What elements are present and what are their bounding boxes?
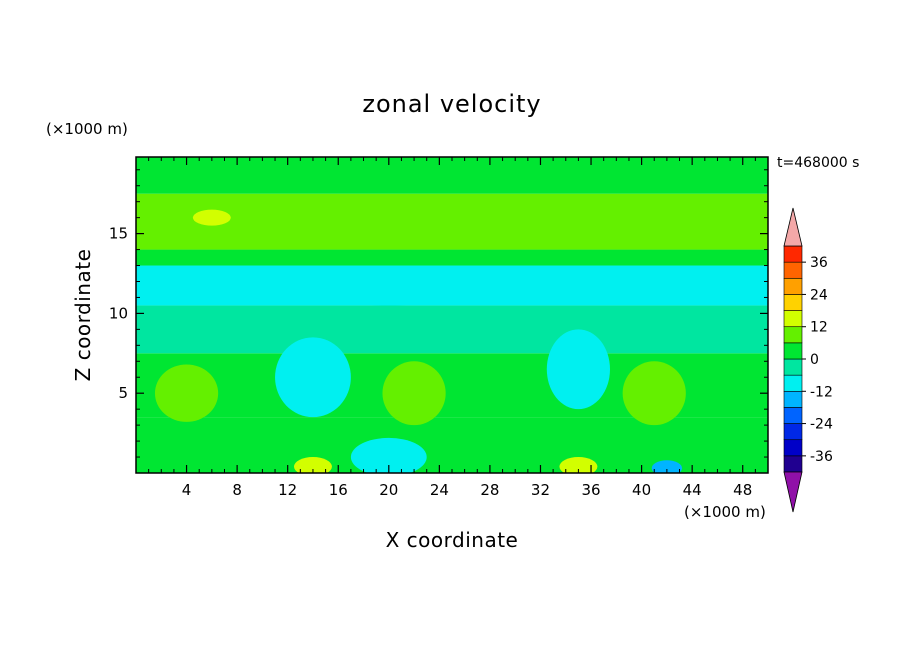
field-cell-9 xyxy=(651,460,683,473)
field-cell-7 xyxy=(559,457,598,473)
colorbar-tick-label: -24 xyxy=(810,417,833,433)
field-cell-6 xyxy=(294,457,332,473)
y-axis-unit: (×1000 m) xyxy=(46,120,128,138)
field-band-4 xyxy=(136,249,768,266)
field-band-6 xyxy=(136,157,768,194)
colorbar-tick-label: 24 xyxy=(810,287,828,303)
x-tick-label-32: 32 xyxy=(531,481,550,499)
field-cell-8 xyxy=(192,209,231,226)
y-tick-label-10: 10 xyxy=(109,304,128,322)
colorbar-segment-0 xyxy=(783,455,803,473)
colorbar-segment-6 xyxy=(783,358,803,376)
field-cell-5 xyxy=(622,361,686,426)
time-label: t=468000 s xyxy=(777,155,859,171)
colorbar-segment-2 xyxy=(783,423,803,441)
colorbar-tick-label: 12 xyxy=(810,320,828,336)
field-cell-0 xyxy=(275,337,351,418)
y-tick-label-15: 15 xyxy=(109,225,128,243)
x-axis-label: X coordinate xyxy=(386,528,519,552)
x-axis-ticks: 4 8 12 16 20 24 28 32 36 40 44 48 xyxy=(148,157,756,499)
x-tick-label-20: 20 xyxy=(379,481,398,499)
x-tick-label-16: 16 xyxy=(329,481,348,499)
colorbar-tick-label: 0 xyxy=(810,352,819,368)
x-tick-label-24: 24 xyxy=(430,481,449,499)
colorbar: 36 24 12 0 -12 -24 -36 xyxy=(783,207,833,513)
x-tick-label-44: 44 xyxy=(683,481,702,499)
velocity-field xyxy=(136,157,768,473)
field-cell-4 xyxy=(382,361,446,426)
y-axis-ticks: 5 10 15 xyxy=(109,169,768,458)
colorbar-segment-5 xyxy=(783,374,803,392)
colorbar-segment-11 xyxy=(783,277,803,295)
colorbar-segment-13 xyxy=(783,245,803,263)
field-band-5 xyxy=(136,193,768,250)
y-tick-label-5: 5 xyxy=(118,384,128,402)
colorbar-segment-3 xyxy=(783,407,803,424)
field-cell-10 xyxy=(312,273,465,306)
x-tick-label-28: 28 xyxy=(480,481,499,499)
colorbar-segment-7 xyxy=(783,342,803,360)
x-tick-label-8: 8 xyxy=(232,481,242,499)
colorbar-tick-label: -12 xyxy=(810,384,833,400)
colorbar-segment-9 xyxy=(783,310,803,328)
colorbar-segment-1 xyxy=(783,439,803,457)
x-axis-unit: (×1000 m) xyxy=(684,503,766,521)
x-tick-label-4: 4 xyxy=(182,481,192,499)
colorbar-segment-8 xyxy=(783,326,803,344)
colorbar-tick-label: -36 xyxy=(810,449,833,465)
colorbar-segment-4 xyxy=(783,390,803,408)
colorbar-segment-12 xyxy=(783,261,803,279)
field-cell-11 xyxy=(553,275,680,304)
y-axis-label: Z coordinate xyxy=(71,249,95,382)
colorbar-segment-10 xyxy=(783,294,803,311)
field-band-2 xyxy=(136,305,768,354)
colorbar-tick-label: 36 xyxy=(810,255,828,271)
x-tick-label-48: 48 xyxy=(733,481,752,499)
field-cell-2 xyxy=(350,437,427,473)
chart-title: zonal velocity xyxy=(362,90,541,118)
colorbar-under-arrow xyxy=(783,471,803,513)
x-tick-label-36: 36 xyxy=(581,481,600,499)
field-cell-1 xyxy=(546,329,611,410)
field-cell-3 xyxy=(154,364,219,422)
x-tick-label-40: 40 xyxy=(632,481,651,499)
colorbar-over-arrow xyxy=(783,207,803,247)
x-tick-label-12: 12 xyxy=(278,481,297,499)
